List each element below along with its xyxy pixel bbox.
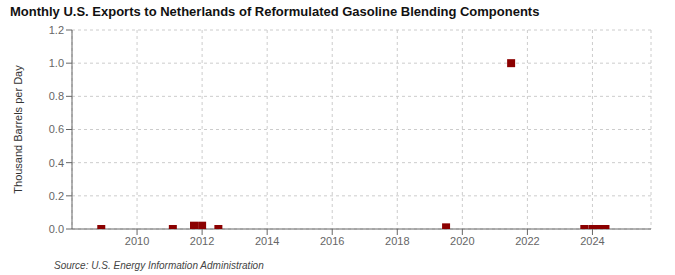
svg-text:2024: 2024	[580, 235, 604, 247]
svg-text:0.6: 0.6	[49, 123, 64, 135]
svg-text:2016: 2016	[320, 235, 344, 247]
svg-text:2010: 2010	[125, 235, 149, 247]
svg-text:2018: 2018	[385, 235, 409, 247]
html-text:Source: U.S. Energy Informatio: Source: U.S. Energy Information Administ…	[54, 260, 264, 271]
svg-text:0.4: 0.4	[49, 157, 64, 169]
svg-text:1.2: 1.2	[49, 24, 64, 36]
svg-text:0.0: 0.0	[49, 223, 64, 235]
svg-text:Thousand Barrels per Day: Thousand Barrels per Day	[12, 65, 24, 194]
svg-text:0.2: 0.2	[49, 190, 64, 202]
svg-text:2014: 2014	[255, 235, 279, 247]
svg-text:2012: 2012	[190, 235, 214, 247]
svg-text:1.0: 1.0	[49, 57, 64, 69]
html-text:Monthly U.S. Exports to Nether: Monthly U.S. Exports to Netherlands of R…	[10, 4, 540, 19]
svg-text:2022: 2022	[515, 235, 539, 247]
svg-text:2020: 2020	[450, 235, 474, 247]
svg-text:0.8: 0.8	[49, 90, 64, 102]
